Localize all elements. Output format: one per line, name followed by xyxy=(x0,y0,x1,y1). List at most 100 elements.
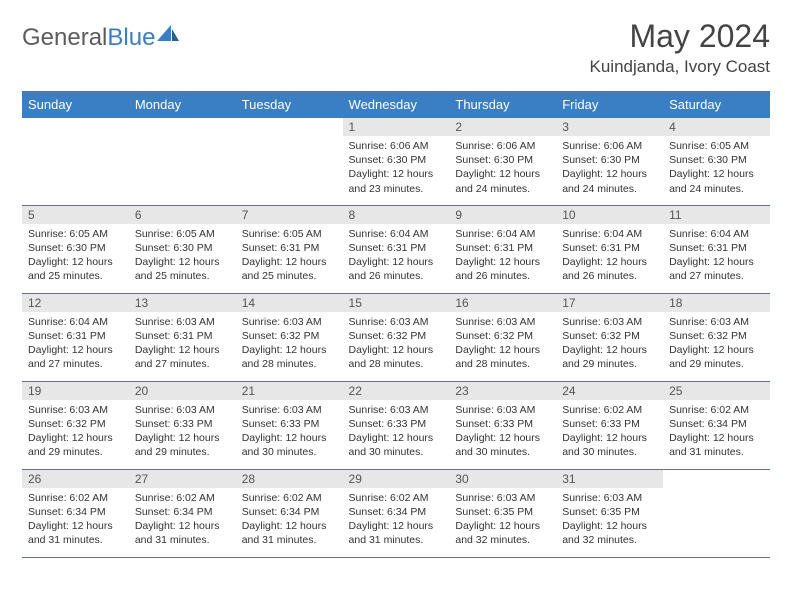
day-body: Sunrise: 6:04 AMSunset: 6:31 PMDaylight:… xyxy=(663,224,770,288)
day-body: Sunrise: 6:03 AMSunset: 6:31 PMDaylight:… xyxy=(129,312,236,376)
daylight-line: Daylight: 12 hours and 29 minutes. xyxy=(135,431,230,459)
sunrise-line: Sunrise: 6:04 AM xyxy=(28,315,123,329)
day-body: Sunrise: 6:06 AMSunset: 6:30 PMDaylight:… xyxy=(449,136,556,200)
daylight-line: Daylight: 12 hours and 27 minutes. xyxy=(669,255,764,283)
sunset-line: Sunset: 6:35 PM xyxy=(455,505,550,519)
daylight-line: Daylight: 12 hours and 30 minutes. xyxy=(349,431,444,459)
sunrise-line: Sunrise: 6:03 AM xyxy=(135,403,230,417)
empty-cell xyxy=(663,469,770,557)
day-number: 9 xyxy=(449,206,556,224)
sunrise-line: Sunrise: 6:03 AM xyxy=(669,315,764,329)
day-cell: 5Sunrise: 6:05 AMSunset: 6:30 PMDaylight… xyxy=(22,205,129,293)
sunset-line: Sunset: 6:31 PM xyxy=(28,329,123,343)
day-number: 14 xyxy=(236,294,343,312)
sunset-line: Sunset: 6:31 PM xyxy=(562,241,657,255)
day-cell: 17Sunrise: 6:03 AMSunset: 6:32 PMDayligh… xyxy=(556,293,663,381)
daylight-line: Daylight: 12 hours and 24 minutes. xyxy=(669,167,764,195)
sunset-line: Sunset: 6:31 PM xyxy=(135,329,230,343)
day-body: Sunrise: 6:02 AMSunset: 6:34 PMDaylight:… xyxy=(343,488,450,552)
day-cell: 28Sunrise: 6:02 AMSunset: 6:34 PMDayligh… xyxy=(236,469,343,557)
sunrise-line: Sunrise: 6:05 AM xyxy=(135,227,230,241)
daylight-line: Daylight: 12 hours and 32 minutes. xyxy=(562,519,657,547)
day-cell: 24Sunrise: 6:02 AMSunset: 6:33 PMDayligh… xyxy=(556,381,663,469)
sunset-line: Sunset: 6:30 PM xyxy=(135,241,230,255)
sunrise-line: Sunrise: 6:02 AM xyxy=(562,403,657,417)
sunrise-line: Sunrise: 6:03 AM xyxy=(349,315,444,329)
day-number: 8 xyxy=(343,206,450,224)
day-body: Sunrise: 6:02 AMSunset: 6:34 PMDaylight:… xyxy=(236,488,343,552)
sunset-line: Sunset: 6:33 PM xyxy=(242,417,337,431)
day-number: 20 xyxy=(129,382,236,400)
brand-logo: GeneralBlue xyxy=(22,18,179,52)
day-body: Sunrise: 6:05 AMSunset: 6:30 PMDaylight:… xyxy=(663,136,770,200)
weekday-header: Monday xyxy=(129,92,236,117)
daylight-line: Daylight: 12 hours and 23 minutes. xyxy=(349,167,444,195)
day-cell: 22Sunrise: 6:03 AMSunset: 6:33 PMDayligh… xyxy=(343,381,450,469)
brand-part2: Blue xyxy=(107,24,155,52)
daylight-line: Daylight: 12 hours and 28 minutes. xyxy=(349,343,444,371)
weekday-header: Tuesday xyxy=(236,92,343,117)
day-body: Sunrise: 6:02 AMSunset: 6:34 PMDaylight:… xyxy=(22,488,129,552)
day-body: Sunrise: 6:06 AMSunset: 6:30 PMDaylight:… xyxy=(343,136,450,200)
daylight-line: Daylight: 12 hours and 31 minutes. xyxy=(242,519,337,547)
day-number: 12 xyxy=(22,294,129,312)
day-number: 3 xyxy=(556,118,663,136)
sunset-line: Sunset: 6:30 PM xyxy=(455,153,550,167)
sunset-line: Sunset: 6:32 PM xyxy=(28,417,123,431)
weekday-header: Sunday xyxy=(22,92,129,117)
day-cell: 9Sunrise: 6:04 AMSunset: 6:31 PMDaylight… xyxy=(449,205,556,293)
day-cell: 10Sunrise: 6:04 AMSunset: 6:31 PMDayligh… xyxy=(556,205,663,293)
day-cell: 16Sunrise: 6:03 AMSunset: 6:32 PMDayligh… xyxy=(449,293,556,381)
day-number: 7 xyxy=(236,206,343,224)
day-number: 21 xyxy=(236,382,343,400)
sunrise-line: Sunrise: 6:03 AM xyxy=(455,403,550,417)
day-body: Sunrise: 6:03 AMSunset: 6:32 PMDaylight:… xyxy=(236,312,343,376)
logo-sail-icon xyxy=(157,25,179,43)
sunset-line: Sunset: 6:30 PM xyxy=(28,241,123,255)
sunrise-line: Sunrise: 6:04 AM xyxy=(455,227,550,241)
daylight-line: Daylight: 12 hours and 27 minutes. xyxy=(135,343,230,371)
day-body: Sunrise: 6:03 AMSunset: 6:32 PMDaylight:… xyxy=(556,312,663,376)
sunset-line: Sunset: 6:31 PM xyxy=(455,241,550,255)
sunrise-line: Sunrise: 6:05 AM xyxy=(28,227,123,241)
daylight-line: Daylight: 12 hours and 30 minutes. xyxy=(242,431,337,459)
sunrise-line: Sunrise: 6:03 AM xyxy=(242,403,337,417)
daylight-line: Daylight: 12 hours and 29 minutes. xyxy=(669,343,764,371)
daylight-line: Daylight: 12 hours and 32 minutes. xyxy=(455,519,550,547)
daylight-line: Daylight: 12 hours and 25 minutes. xyxy=(242,255,337,283)
day-number: 5 xyxy=(22,206,129,224)
day-cell: 3Sunrise: 6:06 AMSunset: 6:30 PMDaylight… xyxy=(556,117,663,205)
sunrise-line: Sunrise: 6:03 AM xyxy=(135,315,230,329)
day-number: 28 xyxy=(236,470,343,488)
sunrise-line: Sunrise: 6:03 AM xyxy=(455,491,550,505)
day-body: Sunrise: 6:06 AMSunset: 6:30 PMDaylight:… xyxy=(556,136,663,200)
daylight-line: Daylight: 12 hours and 31 minutes. xyxy=(349,519,444,547)
sunset-line: Sunset: 6:32 PM xyxy=(669,329,764,343)
daylight-line: Daylight: 12 hours and 26 minutes. xyxy=(562,255,657,283)
day-number: 15 xyxy=(343,294,450,312)
sunrise-line: Sunrise: 6:06 AM xyxy=(455,139,550,153)
sunrise-line: Sunrise: 6:03 AM xyxy=(562,315,657,329)
sunset-line: Sunset: 6:32 PM xyxy=(242,329,337,343)
day-body: Sunrise: 6:03 AMSunset: 6:33 PMDaylight:… xyxy=(449,400,556,464)
sunset-line: Sunset: 6:33 PM xyxy=(562,417,657,431)
day-body: Sunrise: 6:02 AMSunset: 6:33 PMDaylight:… xyxy=(556,400,663,464)
daylight-line: Daylight: 12 hours and 25 minutes. xyxy=(28,255,123,283)
calendar-head: SundayMondayTuesdayWednesdayThursdayFrid… xyxy=(22,92,770,117)
day-number: 24 xyxy=(556,382,663,400)
day-body: Sunrise: 6:05 AMSunset: 6:30 PMDaylight:… xyxy=(22,224,129,288)
sunrise-line: Sunrise: 6:04 AM xyxy=(349,227,444,241)
day-number: 22 xyxy=(343,382,450,400)
day-cell: 2Sunrise: 6:06 AMSunset: 6:30 PMDaylight… xyxy=(449,117,556,205)
day-body: Sunrise: 6:04 AMSunset: 6:31 PMDaylight:… xyxy=(449,224,556,288)
calendar-row: 12Sunrise: 6:04 AMSunset: 6:31 PMDayligh… xyxy=(22,293,770,381)
sunrise-line: Sunrise: 6:02 AM xyxy=(349,491,444,505)
empty-cell xyxy=(236,117,343,205)
day-cell: 8Sunrise: 6:04 AMSunset: 6:31 PMDaylight… xyxy=(343,205,450,293)
title-block: May 2024 Kuindjanda, Ivory Coast xyxy=(590,18,771,77)
day-number: 30 xyxy=(449,470,556,488)
day-cell: 19Sunrise: 6:03 AMSunset: 6:32 PMDayligh… xyxy=(22,381,129,469)
sunset-line: Sunset: 6:35 PM xyxy=(562,505,657,519)
day-body: Sunrise: 6:03 AMSunset: 6:33 PMDaylight:… xyxy=(129,400,236,464)
sunset-line: Sunset: 6:34 PM xyxy=(242,505,337,519)
